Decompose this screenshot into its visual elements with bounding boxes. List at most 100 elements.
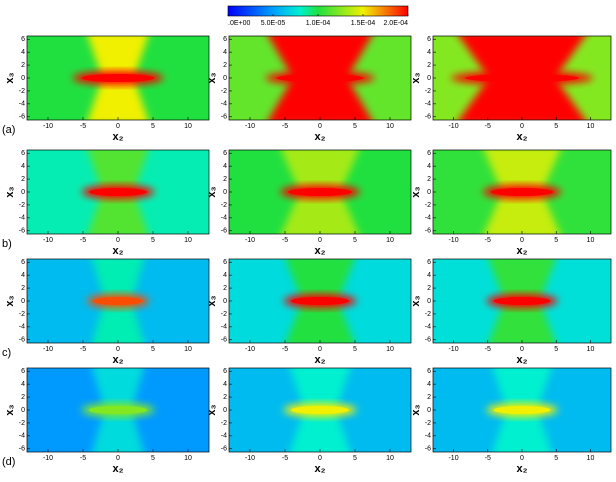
y-tick-label: -2 bbox=[221, 88, 227, 95]
x-tick-label: 5 bbox=[353, 346, 357, 353]
y-tick-label: 0 bbox=[223, 189, 227, 196]
row-label: (d) bbox=[2, 456, 15, 468]
x-tick-label: 5 bbox=[554, 123, 558, 130]
y-axis-label: x₃ bbox=[410, 186, 422, 197]
y-tick-label: 4 bbox=[223, 163, 227, 170]
x-tick-label: 0 bbox=[520, 123, 524, 130]
x-tick-label: 10 bbox=[587, 123, 595, 130]
x-tick-label: -10 bbox=[43, 455, 53, 462]
y-tick-label: -2 bbox=[425, 311, 431, 318]
y-axis-label: x₃ bbox=[4, 186, 16, 197]
y-tick-label: -2 bbox=[19, 311, 25, 318]
heatmap bbox=[27, 150, 209, 234]
heatmap bbox=[433, 368, 611, 452]
x-tick-label: -5 bbox=[282, 455, 288, 462]
x-tick-label: 0 bbox=[116, 455, 120, 462]
x-tick-label: -10 bbox=[43, 346, 53, 353]
x-axis-label: x₂ bbox=[516, 131, 527, 143]
y-tick-label: -6 bbox=[221, 114, 227, 121]
heatmap bbox=[433, 36, 611, 120]
y-tick-label: 6 bbox=[21, 36, 25, 43]
row-label: c) bbox=[2, 347, 11, 359]
y-tick-label: 6 bbox=[223, 150, 227, 157]
y-tick-label: 0 bbox=[223, 407, 227, 414]
row-label: b) bbox=[2, 238, 12, 250]
heatmap-core bbox=[290, 297, 350, 305]
y-tick-label: -4 bbox=[425, 324, 431, 331]
x-tick-label: -5 bbox=[282, 237, 288, 244]
x-axis-label: x₂ bbox=[516, 463, 527, 475]
y-tick-label: 6 bbox=[427, 36, 431, 43]
y-tick-label: 0 bbox=[223, 298, 227, 305]
y-axis-label: x₃ bbox=[206, 72, 218, 83]
y-tick-label: -6 bbox=[221, 337, 227, 344]
heatmap bbox=[27, 368, 209, 452]
y-tick-label: 0 bbox=[21, 298, 25, 305]
y-tick-label: 6 bbox=[21, 259, 25, 266]
x-tick-label: 0 bbox=[520, 237, 524, 244]
x-tick-label: -10 bbox=[245, 237, 255, 244]
x-axis-label: x₂ bbox=[112, 245, 123, 257]
x-tick-label: 0 bbox=[116, 123, 120, 130]
y-tick-label: -2 bbox=[221, 311, 227, 318]
y-tick-label: -2 bbox=[221, 420, 227, 427]
x-tick-label: 10 bbox=[587, 455, 595, 462]
y-tick-label: 4 bbox=[223, 49, 227, 56]
heatmap-core bbox=[465, 74, 579, 82]
y-tick-label: 4 bbox=[21, 272, 25, 279]
y-tick-label: 2 bbox=[223, 176, 227, 183]
x-tick-label: -5 bbox=[80, 237, 86, 244]
x-tick-label: 0 bbox=[318, 237, 322, 244]
x-tick-label: 0 bbox=[116, 346, 120, 353]
y-tick-label: 2 bbox=[427, 394, 431, 401]
x-tick-label: 0 bbox=[116, 237, 120, 244]
x-tick-label: 10 bbox=[184, 346, 192, 353]
x-tick-label: -10 bbox=[448, 346, 458, 353]
x-tick-label: -5 bbox=[485, 346, 491, 353]
x-axis-label: x₂ bbox=[112, 463, 123, 475]
y-tick-label: -6 bbox=[19, 114, 25, 121]
colorbar-tick-label: 2.0E-04 bbox=[383, 20, 408, 27]
x-tick-label: 10 bbox=[386, 346, 394, 353]
y-tick-label: -2 bbox=[425, 202, 431, 209]
heatmap bbox=[229, 368, 411, 452]
y-axis-label: x₃ bbox=[206, 186, 218, 197]
y-tick-label: 6 bbox=[427, 368, 431, 375]
y-tick-label: -4 bbox=[425, 215, 431, 222]
y-tick-label: -2 bbox=[19, 202, 25, 209]
heatmap bbox=[229, 259, 411, 343]
x-tick-label: 10 bbox=[386, 455, 394, 462]
heatmap bbox=[27, 259, 209, 343]
y-tick-label: -4 bbox=[425, 101, 431, 108]
x-tick-label: 5 bbox=[554, 346, 558, 353]
y-tick-label: -6 bbox=[425, 114, 431, 121]
y-tick-label: 2 bbox=[21, 394, 25, 401]
heatmap bbox=[229, 150, 411, 234]
y-tick-label: 6 bbox=[223, 259, 227, 266]
x-tick-label: 0 bbox=[520, 455, 524, 462]
x-tick-label: -5 bbox=[485, 237, 491, 244]
y-tick-label: 0 bbox=[427, 298, 431, 305]
x-tick-label: 10 bbox=[587, 346, 595, 353]
y-tick-label: 4 bbox=[21, 381, 25, 388]
heatmap bbox=[433, 150, 611, 234]
x-axis-label: x₂ bbox=[112, 131, 123, 143]
y-tick-label: -2 bbox=[425, 420, 431, 427]
y-tick-label: 2 bbox=[21, 62, 25, 69]
x-tick-label: -5 bbox=[80, 123, 86, 130]
colorbar-tick-label: .0E+00 bbox=[228, 20, 250, 27]
x-tick-label: 10 bbox=[184, 455, 192, 462]
x-tick-label: -10 bbox=[43, 237, 53, 244]
y-tick-label: 4 bbox=[427, 272, 431, 279]
x-axis-label: x₂ bbox=[516, 245, 527, 257]
y-tick-label: 4 bbox=[427, 49, 431, 56]
x-tick-label: 10 bbox=[386, 123, 394, 130]
y-tick-label: -4 bbox=[19, 433, 25, 440]
y-tick-label: 0 bbox=[21, 75, 25, 82]
heatmap-core bbox=[88, 406, 148, 414]
y-tick-label: 2 bbox=[21, 176, 25, 183]
x-tick-label: -10 bbox=[448, 123, 458, 130]
y-tick-label: 6 bbox=[223, 36, 227, 43]
x-axis-label: x₂ bbox=[314, 131, 325, 143]
heatmap-core bbox=[287, 188, 353, 196]
